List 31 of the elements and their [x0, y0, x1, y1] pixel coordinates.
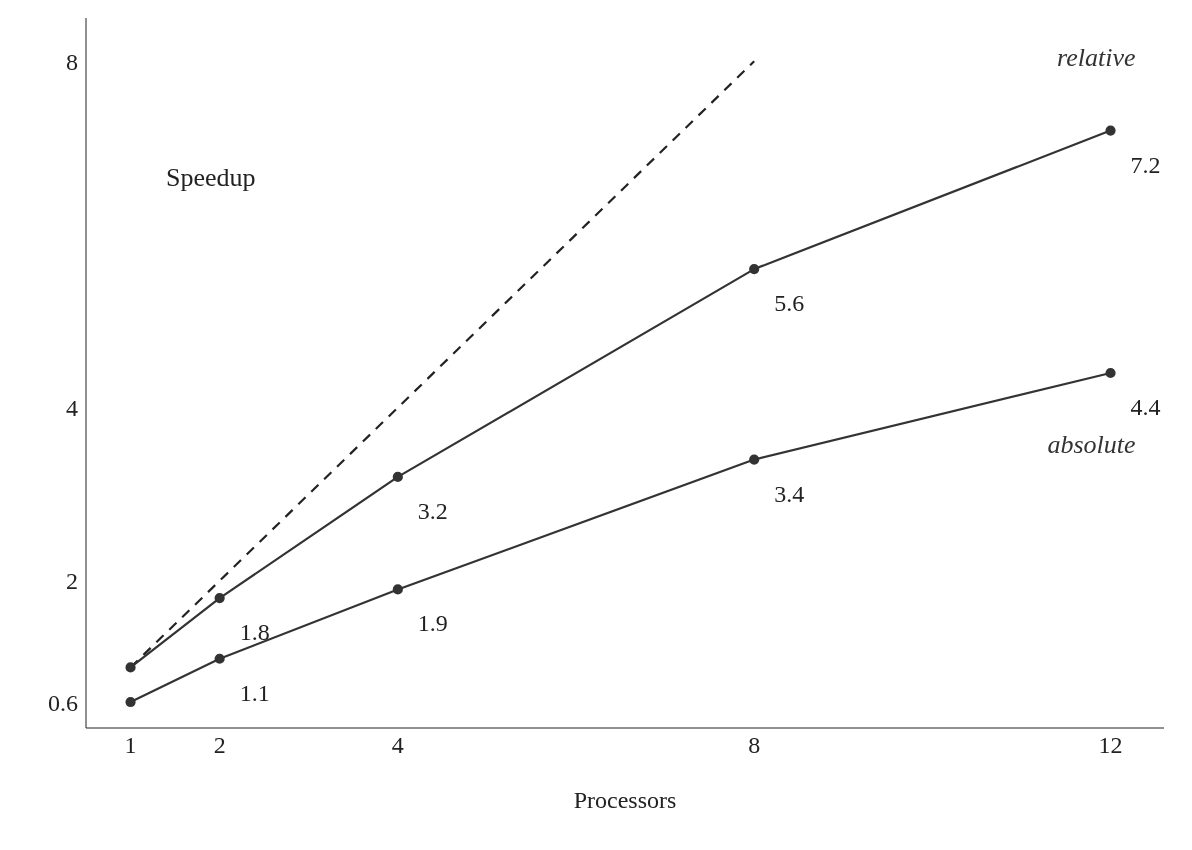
series-label: absolute	[1047, 430, 1136, 459]
point	[214, 593, 225, 604]
point	[214, 653, 225, 664]
y-tick-label: 8	[66, 48, 78, 75]
data-label: 1.8	[239, 619, 270, 646]
point	[1105, 125, 1116, 136]
data-label: 5.6	[774, 290, 805, 317]
x-tick-label: 2	[213, 732, 226, 759]
point	[392, 471, 403, 482]
y-axis-title: Speedup	[166, 163, 256, 193]
x-axis-title: Processors	[573, 787, 677, 813]
y-tick-label: 0.6	[48, 689, 78, 716]
data-label: 3.2	[417, 497, 448, 524]
point	[125, 662, 136, 673]
point	[749, 264, 760, 275]
x-tick-label: 1	[124, 732, 137, 759]
point	[749, 454, 760, 465]
x-tick-label: 8	[748, 732, 761, 759]
data-label: 7.2	[1130, 151, 1161, 178]
data-label: 4.4	[1130, 394, 1161, 420]
y-tick-label: 4	[66, 395, 78, 422]
y-tick-label: 2	[66, 568, 78, 595]
data-label: 1.9	[417, 610, 448, 637]
point	[392, 584, 403, 595]
point	[1105, 367, 1116, 379]
x-tick-label: 4	[391, 732, 404, 759]
x-tick-label: 12	[1098, 732, 1123, 759]
data-label: 1.1	[239, 679, 270, 706]
text: relative	[1057, 42, 1136, 72]
point	[125, 696, 136, 708]
data-label: 3.4	[774, 480, 805, 507]
